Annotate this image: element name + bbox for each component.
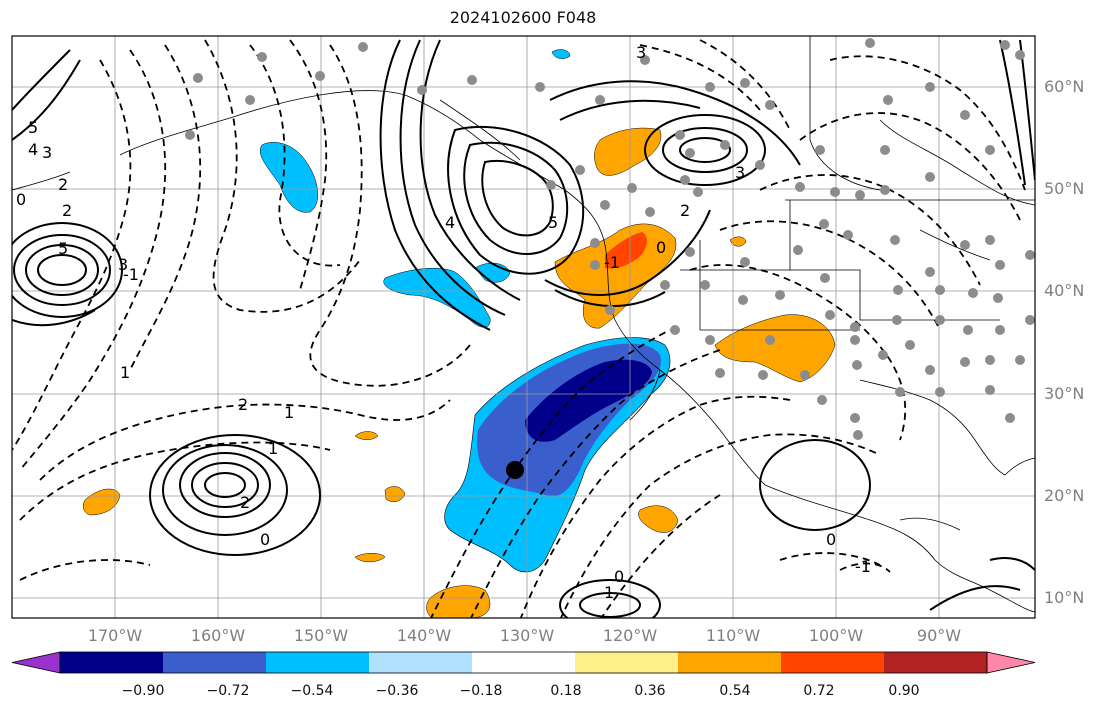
station-dots xyxy=(185,38,1035,440)
contour-label: 0 xyxy=(16,190,26,209)
lat-label: 20°N xyxy=(1044,486,1085,505)
colorbar-tick-label: −0.18 xyxy=(459,683,503,699)
contour-label: 0 xyxy=(656,238,666,257)
lat-label: 30°N xyxy=(1044,384,1085,403)
contour-label: 2 xyxy=(238,395,248,414)
lon-label: 130°W xyxy=(499,626,555,645)
colorbar-segment xyxy=(472,652,576,673)
contour-label: 2 xyxy=(680,201,690,220)
contour-label: 1 xyxy=(120,363,130,382)
positive-blob-c xyxy=(82,488,121,516)
lon-label: 100°W xyxy=(808,626,864,645)
negative-blob-4 xyxy=(551,49,571,59)
lon-label: 160°W xyxy=(190,626,246,645)
colorbar-tick-label: 0.90 xyxy=(888,683,920,699)
contour-label: 1 xyxy=(604,583,614,602)
contour-label: 5 xyxy=(58,239,68,258)
contour-label: -1 xyxy=(855,557,871,576)
black-dot-marker xyxy=(506,461,524,479)
map-title: 2024102600 F048 xyxy=(449,8,597,27)
solid-contours xyxy=(12,39,1035,618)
contour-label: 2 xyxy=(58,175,68,194)
lon-label: 120°W xyxy=(602,626,658,645)
contour-label: 2 xyxy=(240,493,250,512)
colorbar-tick-label: −0.72 xyxy=(206,683,250,699)
colorbar-segment xyxy=(369,652,473,673)
colorbar-extend-min xyxy=(11,651,61,674)
contour-label-group: 5 3 2 4 0 1 -1 5 3 2 1 0 2 1 0 -1 1 0 3 … xyxy=(16,43,871,602)
contour-label: 3 xyxy=(42,143,52,162)
contour-label: 3 xyxy=(735,163,745,182)
colorbar xyxy=(11,651,1036,674)
positive-area-bc xyxy=(594,127,662,176)
contour-label: -1 xyxy=(123,265,139,284)
lon-label: 170°W xyxy=(87,626,143,645)
colorbar-segment xyxy=(266,652,370,673)
contour-label: 5 xyxy=(548,213,558,232)
contour-label: 3 xyxy=(636,43,646,62)
contour-label: 4 xyxy=(445,213,455,232)
contour-label: 0 xyxy=(614,567,624,586)
lon-label: 140°W xyxy=(396,626,452,645)
positive-blob-b xyxy=(638,505,679,533)
map-border xyxy=(11,35,1036,619)
colorbar-outline xyxy=(59,651,988,674)
colorbar-segment xyxy=(163,652,267,673)
contour-label: 3 xyxy=(118,255,128,274)
colorbar-segment xyxy=(60,652,164,673)
negative-area-dark xyxy=(525,359,652,442)
contour-label: 0 xyxy=(826,530,836,549)
positive-blob-f xyxy=(354,553,386,563)
negative-blob-1 xyxy=(260,142,318,213)
lon-label: 150°W xyxy=(293,626,349,645)
lat-label: 40°N xyxy=(1044,281,1085,300)
contour-label: 1 xyxy=(284,403,294,422)
positive-area-westcoast-core xyxy=(605,232,647,269)
positive-area-southwest xyxy=(714,314,836,383)
lat-label: 50°N xyxy=(1044,179,1085,198)
positive-blob-e xyxy=(354,431,379,440)
contour-label: 2 xyxy=(62,201,72,220)
colorbar-tick-label: 0.54 xyxy=(719,683,751,699)
colorbar-segment xyxy=(678,652,782,673)
colorbar-extend-max xyxy=(986,651,1036,674)
contour-label: 1 xyxy=(268,439,278,458)
contour-label: 0 xyxy=(260,530,270,549)
colorbar-segment xyxy=(781,652,885,673)
colorbar-tick-label: 0.18 xyxy=(550,683,582,699)
colorbar-segment xyxy=(575,652,679,673)
lat-label: 60°N xyxy=(1044,77,1085,96)
contour-label: -1 xyxy=(604,253,620,272)
colorbar-tick-label: −0.90 xyxy=(121,683,165,699)
colorbar-segment xyxy=(884,652,988,673)
lat-label: 10°N xyxy=(1044,588,1085,607)
contour-label: 5 xyxy=(28,118,38,137)
dashed-contours xyxy=(12,39,1026,618)
colorbar-tick-label: −0.36 xyxy=(375,683,419,699)
contour-label: 4 xyxy=(28,140,38,159)
lon-label: 90°W xyxy=(916,626,962,645)
colorbar-tick-label: −0.54 xyxy=(290,683,334,699)
lon-label: 110°W xyxy=(705,626,761,645)
positive-blob-d xyxy=(384,486,406,502)
colorbar-tick-label: 0.36 xyxy=(634,683,666,699)
colorbar-tick-label: 0.72 xyxy=(803,683,835,699)
positive-blob-g xyxy=(729,236,747,247)
